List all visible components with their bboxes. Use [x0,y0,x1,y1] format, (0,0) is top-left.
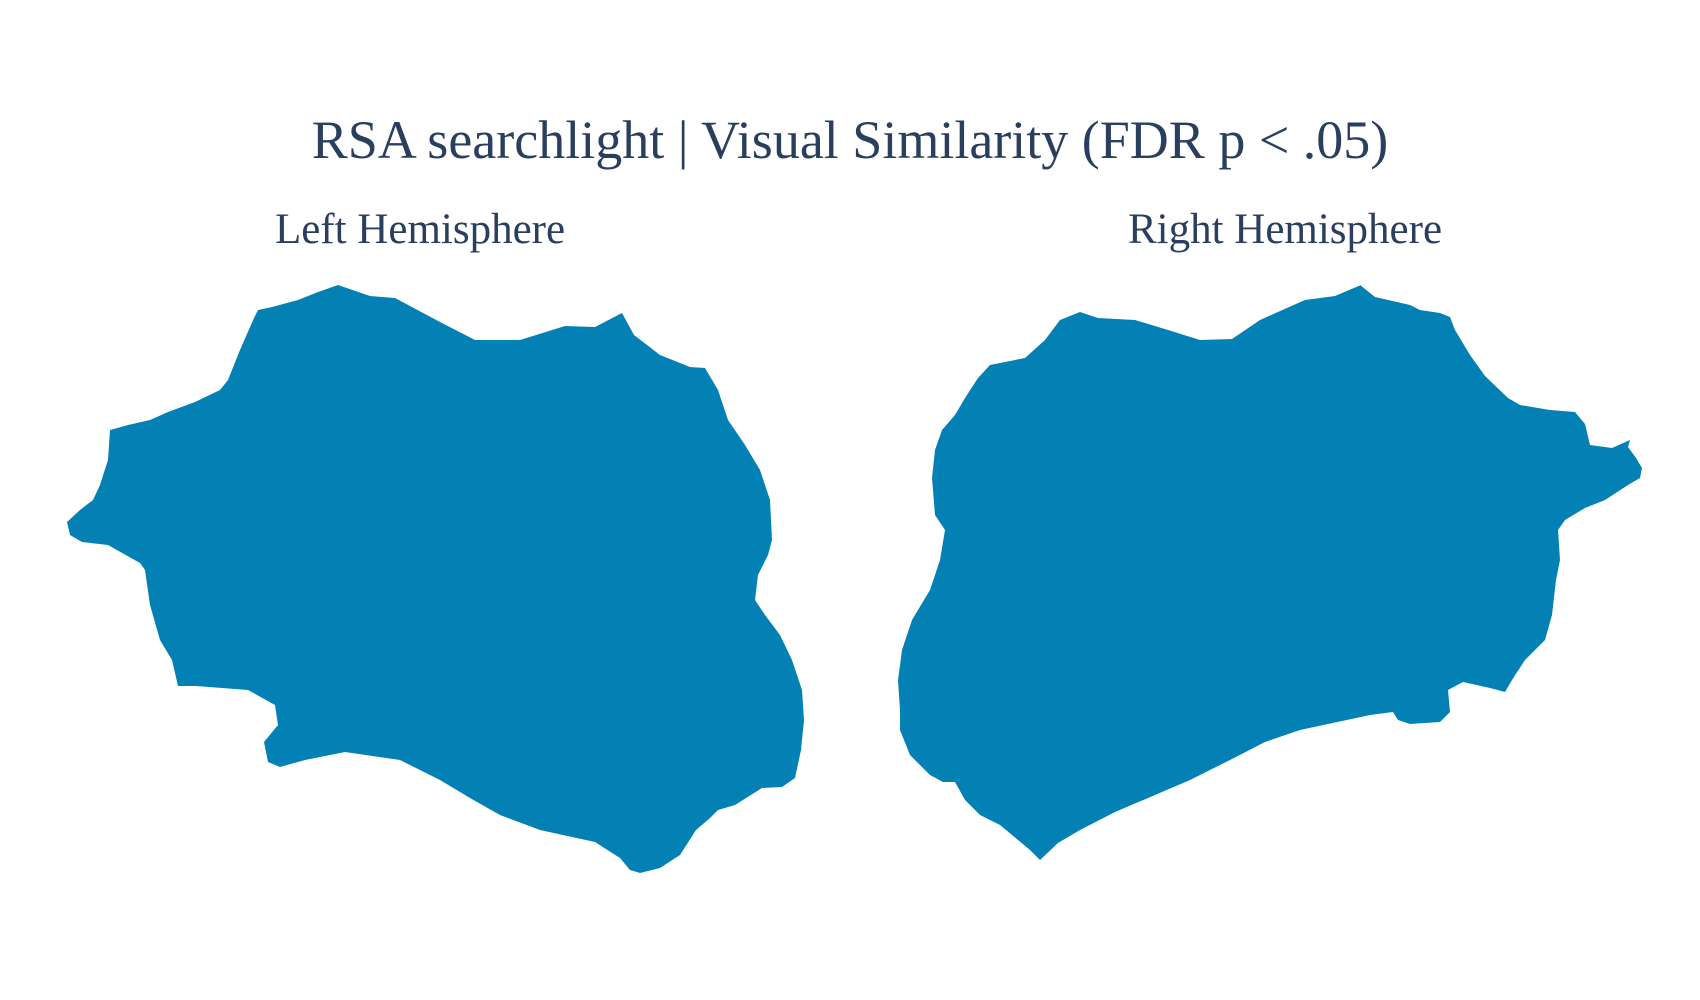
right-hemisphere-surface [898,285,1642,860]
left-hemisphere-title: Left Hemisphere [274,206,566,253]
right-hemisphere-title: Right Hemisphere [1127,206,1443,253]
left-hemisphere-surface [67,285,804,873]
figure-title: RSA searchlight | Visual Similarity (FDR… [311,110,1389,170]
